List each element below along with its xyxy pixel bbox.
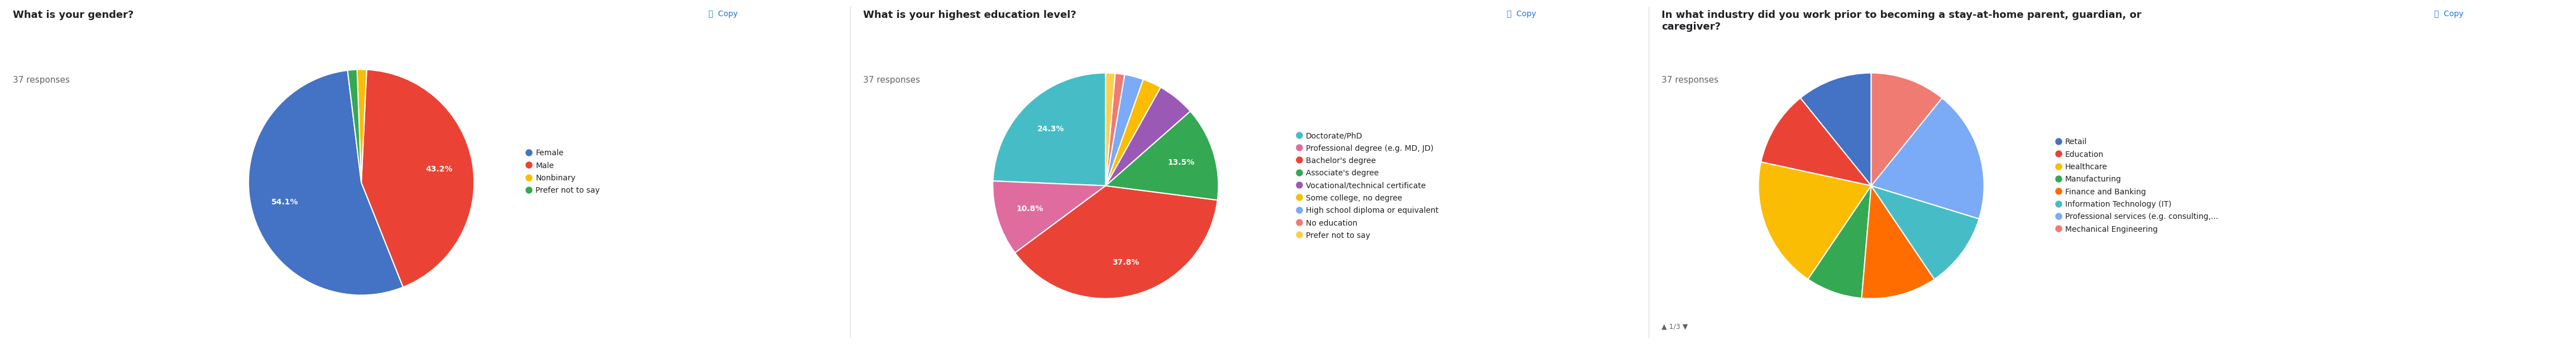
Wedge shape [1105, 75, 1144, 186]
Wedge shape [1870, 186, 1978, 279]
Text: 13.5%: 13.5% [1167, 159, 1195, 166]
Text: 37 responses: 37 responses [863, 76, 920, 84]
Wedge shape [1808, 186, 1870, 298]
Text: In what industry did you work prior to becoming a stay-at-home parent, guardian,: In what industry did you work prior to b… [1662, 10, 2141, 32]
Text: ⧉  Copy: ⧉ Copy [1507, 10, 1535, 18]
Wedge shape [1015, 186, 1218, 299]
Wedge shape [1105, 87, 1190, 186]
Text: 43.2%: 43.2% [425, 165, 453, 173]
Wedge shape [1759, 162, 1870, 279]
Text: ⧉  Copy: ⧉ Copy [2434, 10, 2463, 18]
Text: ⧉  Copy: ⧉ Copy [708, 10, 737, 18]
Text: What is your highest education level?: What is your highest education level? [863, 10, 1077, 20]
Wedge shape [992, 181, 1105, 253]
Wedge shape [1105, 111, 1218, 200]
Wedge shape [1105, 73, 1126, 186]
Wedge shape [1870, 73, 1942, 186]
Text: 37.8%: 37.8% [1113, 258, 1139, 266]
Legend: Female, Male, Nonbinary, Prefer not to say: Female, Male, Nonbinary, Prefer not to s… [528, 149, 600, 195]
Wedge shape [358, 69, 366, 182]
Text: 37 responses: 37 responses [13, 76, 70, 84]
Wedge shape [361, 69, 474, 287]
Wedge shape [247, 70, 402, 295]
Wedge shape [1870, 98, 1984, 219]
Wedge shape [1801, 73, 1870, 186]
Text: 37 responses: 37 responses [1662, 76, 1718, 84]
Text: 10.8%: 10.8% [1018, 205, 1043, 213]
Text: 24.3%: 24.3% [1038, 125, 1064, 133]
Text: 54.1%: 54.1% [270, 198, 299, 206]
Wedge shape [992, 73, 1105, 186]
Wedge shape [1762, 98, 1870, 186]
Legend: Doctorate/PhD, Professional degree (e.g. MD, JD), Bachelor's degree, Associate's: Doctorate/PhD, Professional degree (e.g.… [1298, 132, 1437, 239]
Text: ▲ 1/3 ▼: ▲ 1/3 ▼ [1662, 323, 1687, 330]
Wedge shape [1862, 186, 1935, 299]
Wedge shape [1105, 73, 1115, 186]
Wedge shape [1105, 79, 1162, 186]
Legend: Retail, Education, Healthcare, Manufacturing, Finance and Banking, Information T: Retail, Education, Healthcare, Manufactu… [2056, 138, 2218, 233]
Wedge shape [348, 69, 361, 182]
Text: What is your gender?: What is your gender? [13, 10, 134, 20]
